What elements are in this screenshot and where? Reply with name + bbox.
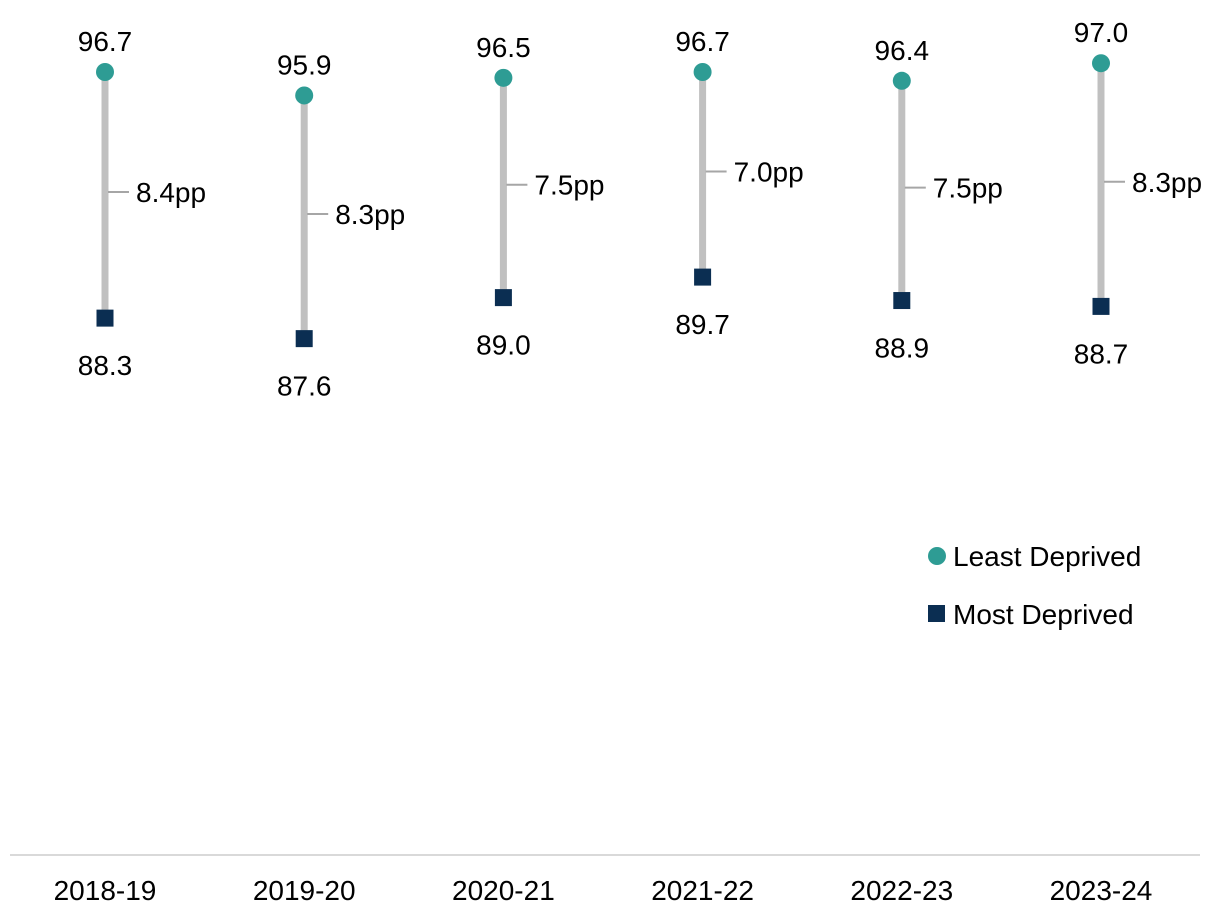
x-tick-label: 2019-20 — [253, 875, 356, 904]
value-label-most-deprived: 89.7 — [675, 309, 730, 340]
gap-label: 8.4pp — [136, 177, 206, 208]
value-label-least-deprived: 95.9 — [277, 49, 332, 80]
gap-label: 7.5pp — [534, 170, 604, 201]
x-tick-label: 2023-24 — [1050, 875, 1153, 904]
value-label-most-deprived: 88.9 — [875, 333, 930, 364]
value-label-most-deprived: 87.6 — [277, 371, 332, 402]
marker-most-deprived — [96, 309, 114, 327]
marker-least-deprived — [892, 71, 911, 90]
marker-most-deprived — [295, 330, 313, 348]
value-label-least-deprived: 96.4 — [875, 35, 930, 66]
value-label-least-deprived: 96.7 — [675, 26, 730, 57]
value-label-least-deprived: 97.0 — [1074, 17, 1129, 48]
markers — [96, 54, 1110, 348]
marker-least-deprived — [494, 68, 513, 87]
legend: Least Deprived Most Deprived — [928, 541, 1141, 630]
x-tick-label: 2022-23 — [850, 875, 953, 904]
marker-least-deprived — [96, 63, 114, 81]
connector-lines — [101, 63, 1105, 339]
marker-least-deprived — [295, 86, 314, 105]
legend-label-most-deprived: Most Deprived — [953, 599, 1134, 630]
x-tick-label: 2018-19 — [54, 875, 157, 904]
marker-most-deprived — [1092, 297, 1110, 315]
gap-label: 8.3pp — [1132, 167, 1202, 198]
value-label-most-deprived: 88.7 — [1074, 338, 1129, 369]
marker-least-deprived — [693, 63, 712, 81]
legend-marker-most-deprived — [928, 605, 945, 622]
value-label-least-deprived: 96.7 — [78, 26, 133, 57]
x-axis-ticks: 2018-19 2019-20 2020-21 2021-22 2022-23 2023-… — [54, 875, 1153, 904]
value-label-most-deprived: 89.0 — [476, 330, 531, 361]
value-labels: 96.7 88.3 95.9 87.6 96.5 89.0 96.7 89.7 96.4 88.9… — [78, 17, 1129, 401]
x-tick-label: 2021-22 — [651, 875, 754, 904]
gap-label: 7.0pp — [734, 157, 804, 188]
x-tick-label: 2020-21 — [452, 875, 555, 904]
marker-most-deprived — [694, 268, 712, 286]
marker-least-deprived — [1092, 54, 1110, 73]
gap-label: 7.5pp — [933, 173, 1003, 204]
marker-most-deprived — [494, 289, 512, 307]
gap-labels: 8.4pp 8.3pp 7.5pp 7.0pp 7.5pp 8.3pp — [108, 157, 1202, 230]
value-label-most-deprived: 88.3 — [78, 350, 133, 381]
marker-most-deprived — [893, 292, 911, 310]
legend-label-least-deprived: Least Deprived — [953, 541, 1141, 572]
legend-marker-least-deprived — [928, 547, 946, 565]
gap-label: 8.3pp — [335, 199, 405, 230]
value-label-least-deprived: 96.5 — [476, 32, 531, 63]
